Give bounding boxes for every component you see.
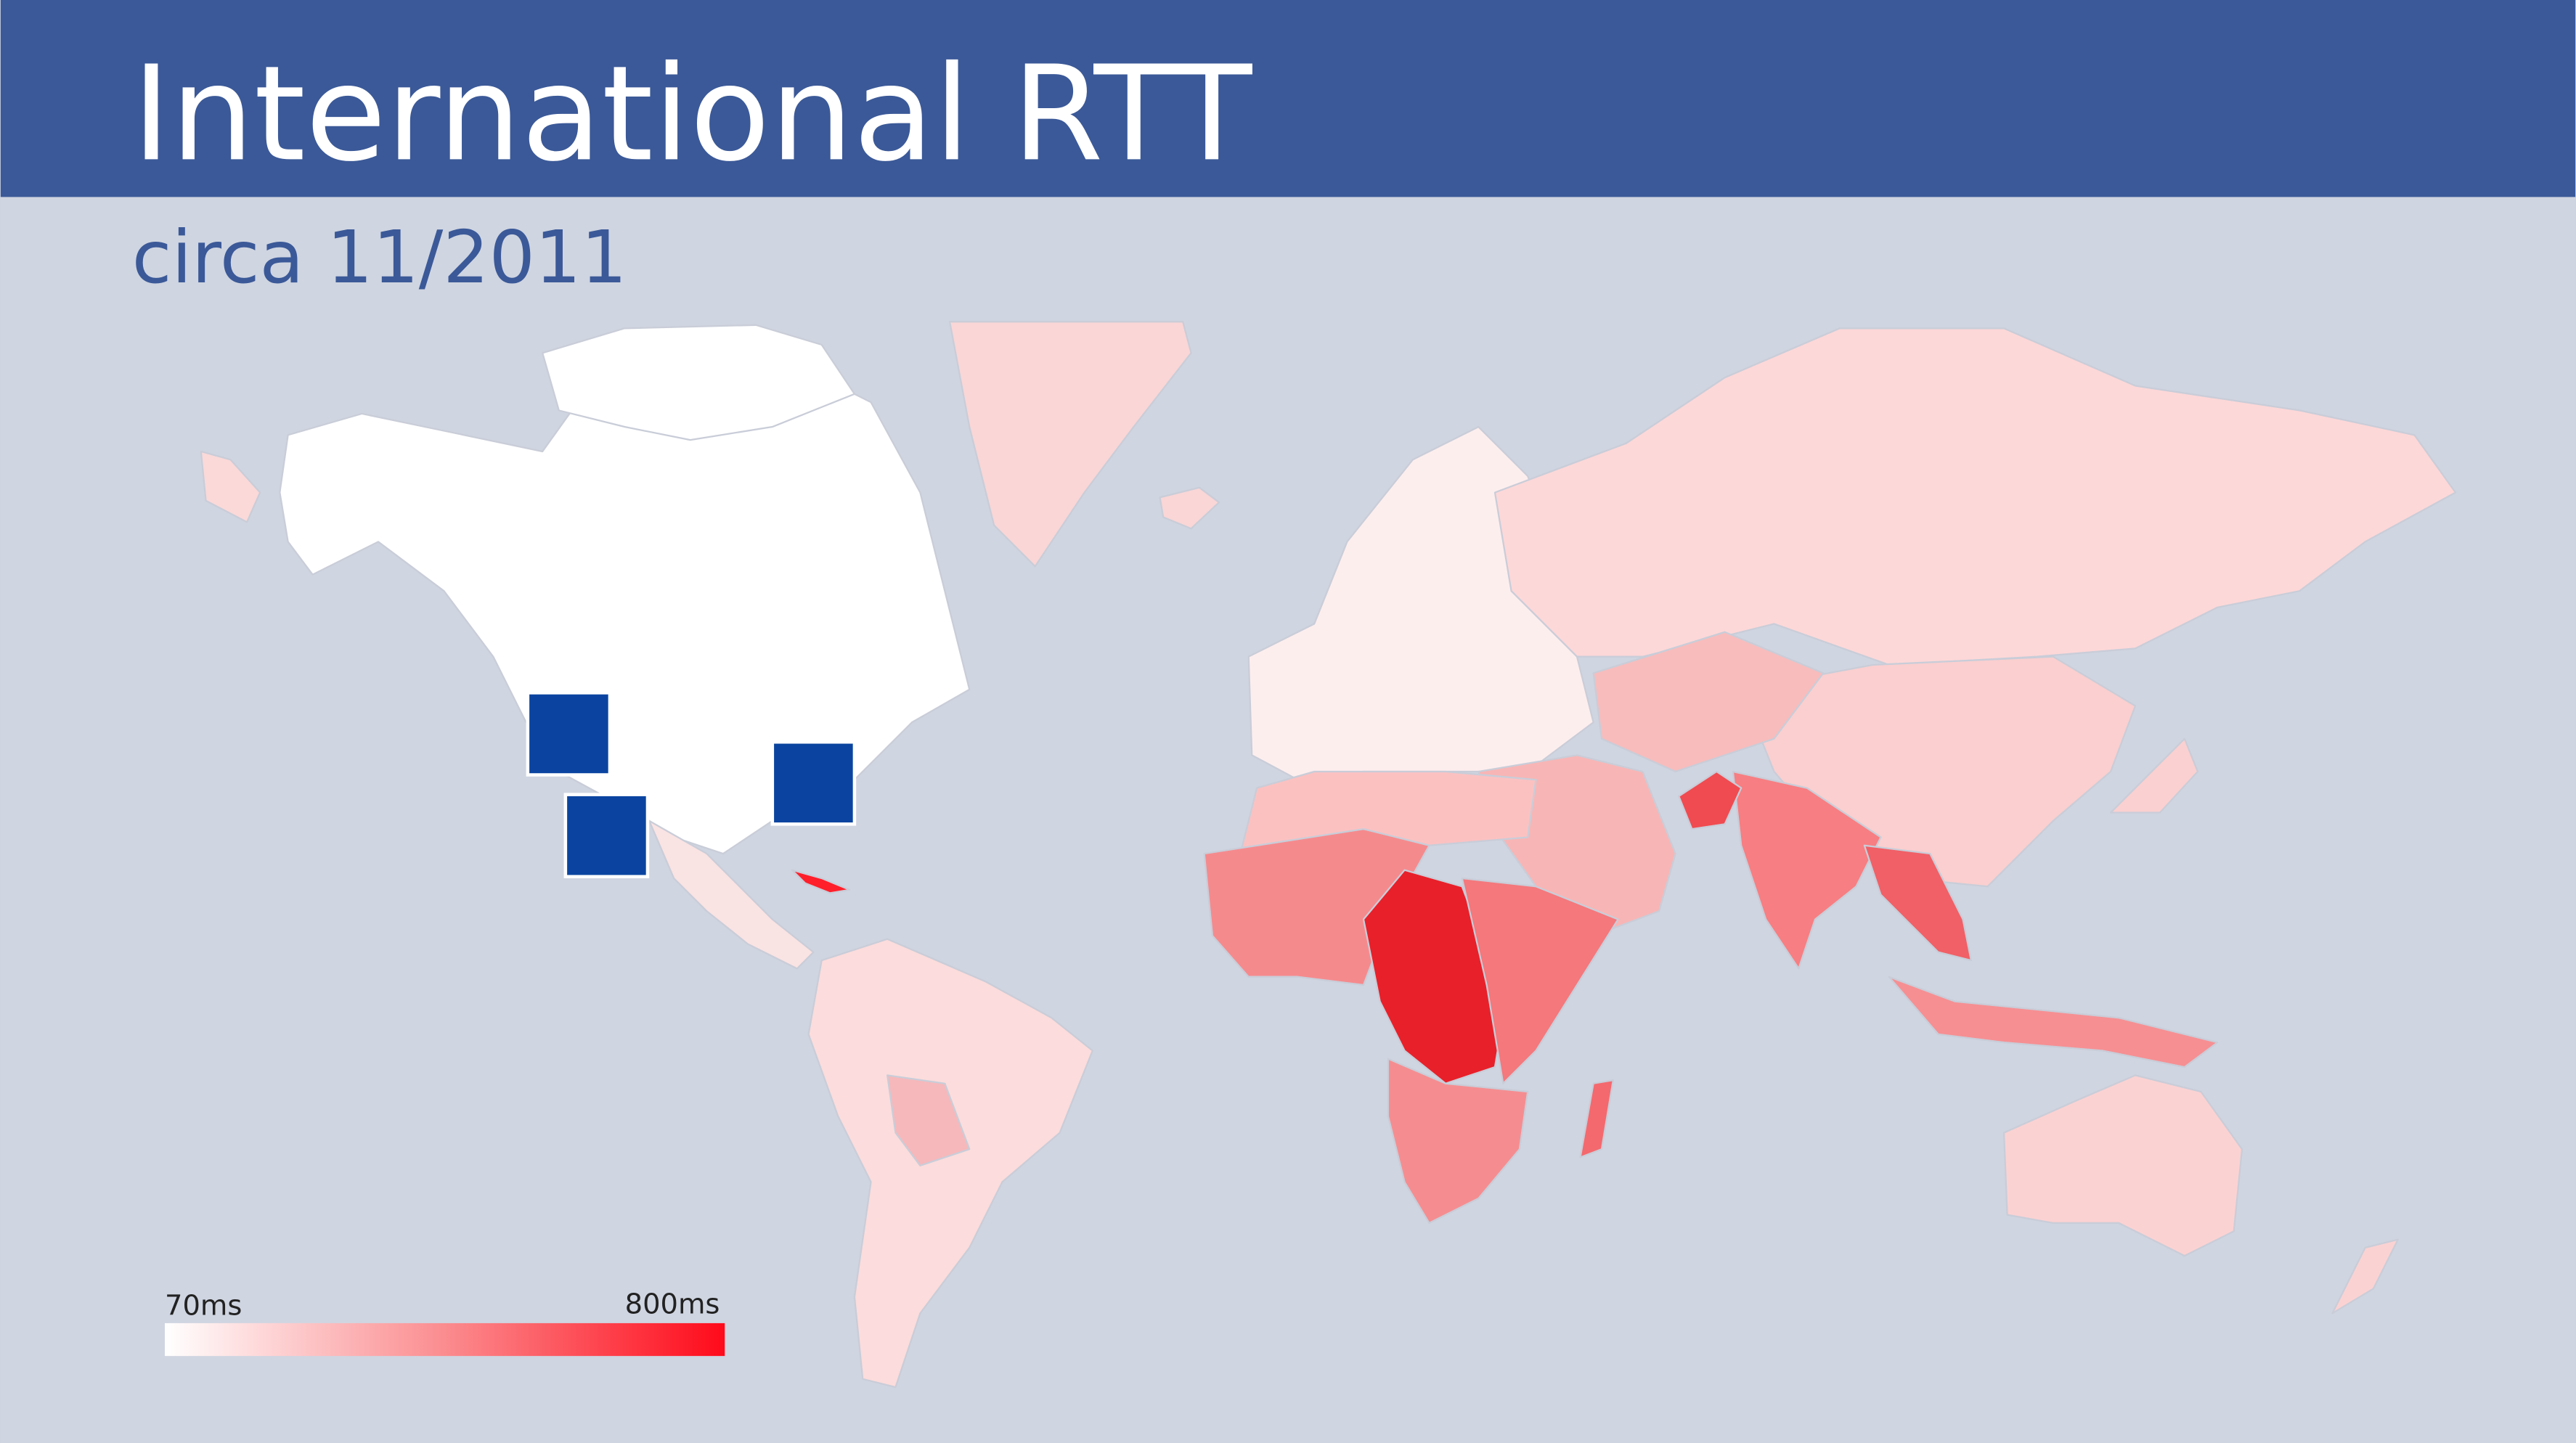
legend: 70ms 800ms [165, 1288, 725, 1357]
legend-min-label: 70ms [165, 1290, 242, 1323]
datacenter-marker [770, 740, 857, 826]
australia [2002, 1074, 2243, 1257]
greenland [948, 321, 1192, 568]
header-bar [0, 0, 2576, 197]
new-zealand [2331, 1238, 2400, 1315]
mexico [648, 819, 815, 970]
east-africa [1461, 877, 1619, 1084]
title: International RTT [132, 37, 1253, 190]
iceland [1159, 486, 1220, 530]
afghanistan [1678, 770, 1743, 830]
datacenter-marker [526, 691, 612, 777]
arctic-islands [542, 324, 856, 441]
world-map [200, 321, 2457, 1389]
data-centers [526, 691, 857, 878]
bolivia [886, 1074, 971, 1166]
indonesia [1888, 976, 2219, 1068]
madagascar [1579, 1079, 1614, 1158]
subtitle: circa 11/2011 [132, 216, 627, 300]
south-america [807, 938, 1093, 1389]
datacenter-marker [563, 793, 650, 878]
southeast-asia [1863, 844, 1972, 962]
southern-africa [1387, 1058, 1529, 1225]
japan [2109, 737, 2199, 814]
alaska-west [200, 450, 261, 523]
cuba [791, 869, 851, 894]
india [1732, 770, 1882, 970]
legend-max-label: 800ms [625, 1288, 720, 1320]
legend-gradient [165, 1323, 725, 1357]
central-asia [1592, 631, 1825, 773]
